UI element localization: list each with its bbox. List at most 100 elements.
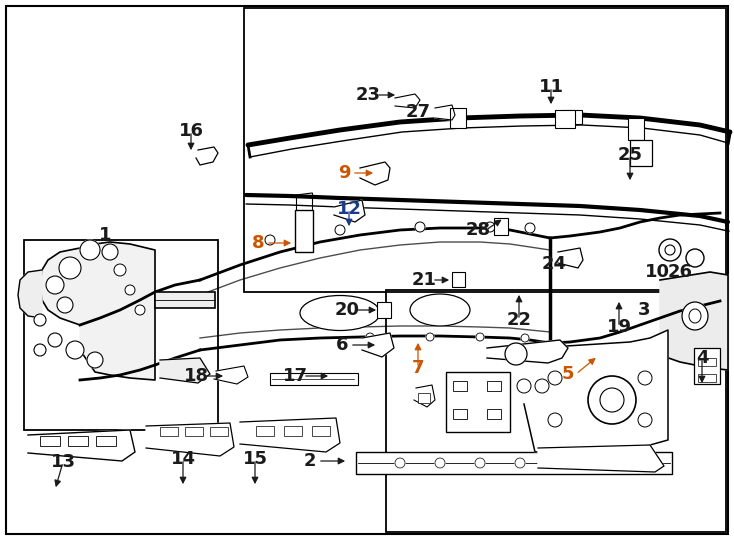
Ellipse shape (686, 249, 704, 267)
FancyBboxPatch shape (68, 436, 88, 446)
Text: 6: 6 (335, 336, 348, 354)
Text: 1: 1 (99, 226, 112, 244)
FancyBboxPatch shape (450, 108, 466, 128)
Text: 21: 21 (412, 271, 437, 289)
Ellipse shape (659, 239, 681, 261)
FancyBboxPatch shape (96, 436, 116, 446)
Circle shape (46, 276, 64, 294)
Circle shape (135, 305, 145, 315)
Circle shape (638, 371, 652, 385)
Bar (418, 393, 430, 403)
Circle shape (485, 222, 495, 232)
Circle shape (638, 413, 652, 427)
FancyBboxPatch shape (160, 427, 178, 436)
FancyBboxPatch shape (694, 348, 720, 384)
Ellipse shape (665, 245, 675, 255)
Polygon shape (362, 333, 394, 357)
Polygon shape (28, 430, 135, 461)
Text: 3: 3 (638, 301, 650, 319)
Circle shape (548, 413, 562, 427)
Polygon shape (18, 270, 42, 318)
Text: 17: 17 (283, 367, 308, 385)
Polygon shape (240, 418, 340, 452)
Circle shape (80, 240, 100, 260)
Bar (312, 426, 330, 436)
Polygon shape (196, 147, 218, 165)
Ellipse shape (517, 379, 531, 393)
Text: 26: 26 (667, 263, 692, 281)
Circle shape (548, 371, 562, 385)
Text: 2: 2 (304, 452, 316, 470)
Polygon shape (146, 423, 234, 456)
Text: 23: 23 (355, 86, 380, 104)
FancyBboxPatch shape (377, 302, 391, 318)
FancyBboxPatch shape (452, 272, 465, 287)
Text: 25: 25 (617, 146, 642, 164)
Polygon shape (160, 358, 210, 383)
Circle shape (475, 458, 485, 468)
Bar (487, 409, 501, 419)
Bar (24, 240, 218, 430)
Bar (386, 290, 726, 532)
Polygon shape (558, 248, 583, 268)
Polygon shape (360, 162, 390, 185)
Circle shape (525, 223, 535, 233)
Bar (487, 381, 501, 391)
Ellipse shape (588, 376, 636, 424)
Text: 14: 14 (170, 450, 195, 468)
Circle shape (426, 333, 434, 341)
Text: 9: 9 (338, 164, 350, 182)
Ellipse shape (682, 302, 708, 330)
Circle shape (57, 297, 73, 313)
Circle shape (521, 334, 529, 342)
Bar (284, 426, 302, 436)
FancyBboxPatch shape (270, 373, 358, 385)
Polygon shape (40, 242, 155, 380)
Bar (453, 409, 467, 419)
Polygon shape (660, 272, 728, 370)
Text: 13: 13 (51, 453, 76, 471)
Bar (244, 8, 726, 292)
FancyBboxPatch shape (40, 436, 60, 446)
FancyBboxPatch shape (628, 118, 644, 140)
Circle shape (555, 458, 565, 468)
Polygon shape (435, 105, 455, 120)
Circle shape (48, 333, 62, 347)
Polygon shape (524, 330, 668, 452)
Polygon shape (487, 340, 568, 363)
Bar (256, 426, 274, 436)
Circle shape (34, 344, 46, 356)
FancyBboxPatch shape (295, 210, 313, 252)
Polygon shape (214, 366, 248, 384)
Circle shape (59, 257, 81, 279)
Circle shape (435, 458, 445, 468)
Ellipse shape (505, 343, 527, 365)
Text: 10: 10 (644, 263, 669, 281)
Circle shape (265, 235, 275, 245)
FancyBboxPatch shape (446, 372, 510, 432)
Text: 22: 22 (506, 311, 531, 329)
Circle shape (102, 244, 118, 260)
Text: 28: 28 (465, 221, 490, 239)
Text: 19: 19 (606, 318, 631, 336)
Polygon shape (334, 200, 365, 222)
Polygon shape (538, 445, 664, 472)
Text: 20: 20 (335, 301, 360, 319)
Circle shape (66, 341, 84, 359)
FancyBboxPatch shape (356, 452, 672, 474)
Bar (453, 381, 467, 391)
Text: 8: 8 (252, 234, 264, 252)
Text: 16: 16 (178, 122, 203, 140)
Text: 11: 11 (539, 78, 564, 96)
FancyBboxPatch shape (210, 427, 228, 436)
Ellipse shape (300, 295, 380, 330)
Text: 18: 18 (184, 367, 208, 385)
Circle shape (125, 285, 135, 295)
Circle shape (515, 458, 525, 468)
Circle shape (635, 458, 645, 468)
Ellipse shape (689, 309, 701, 323)
Circle shape (335, 225, 345, 235)
FancyBboxPatch shape (698, 358, 716, 366)
Polygon shape (414, 385, 435, 407)
Circle shape (34, 314, 46, 326)
